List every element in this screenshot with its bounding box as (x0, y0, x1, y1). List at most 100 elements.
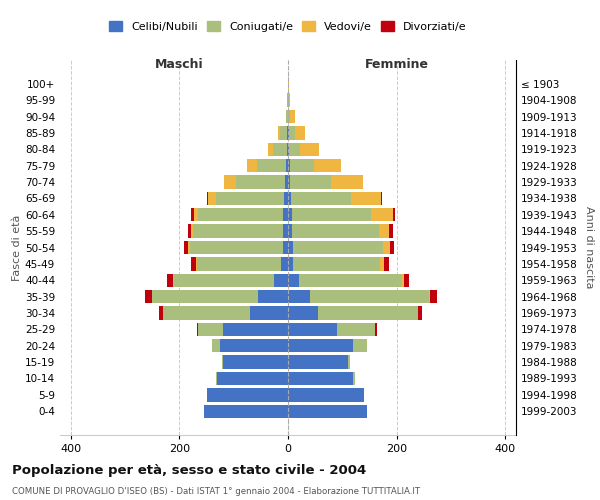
Bar (288, 388, 364, 402)
Bar (383, 241, 389, 254)
Bar (288, 126, 289, 140)
Y-axis label: Fasce di età: Fasce di età (12, 214, 22, 280)
Bar (286, 159, 288, 172)
Legend: Celibi/Nubili, Coniugati/e, Vedovi/e, Divorziati/e: Celibi/Nubili, Coniugati/e, Vedovi/e, Di… (105, 17, 471, 36)
Bar (288, 404, 367, 418)
Bar (199, 322, 223, 336)
Bar (247, 159, 257, 172)
Bar (430, 290, 437, 304)
Bar (288, 159, 290, 172)
Bar (288, 241, 293, 254)
Bar (337, 322, 375, 336)
Bar (289, 94, 290, 107)
Bar (379, 224, 389, 238)
Bar (418, 306, 422, 320)
Bar (208, 192, 216, 205)
Bar (196, 257, 197, 270)
Bar (191, 208, 194, 222)
Bar (250, 306, 288, 320)
Bar (380, 257, 383, 270)
Bar (353, 339, 367, 352)
Bar (283, 208, 288, 222)
Bar (351, 192, 381, 205)
Bar (429, 290, 430, 304)
Bar (389, 241, 394, 254)
Bar (274, 274, 288, 287)
Bar (381, 192, 382, 205)
Bar (191, 224, 193, 238)
Bar (288, 208, 292, 222)
Bar (194, 208, 199, 222)
Bar (288, 257, 293, 270)
Bar (331, 176, 364, 188)
Bar (283, 241, 288, 254)
Bar (257, 159, 286, 172)
Bar (371, 208, 393, 222)
Bar (314, 159, 341, 172)
Bar (289, 126, 295, 140)
Bar (173, 274, 174, 287)
Bar (216, 192, 284, 205)
Bar (197, 257, 281, 270)
Bar (287, 126, 288, 140)
Bar (292, 224, 379, 238)
Y-axis label: Anni di nascita: Anni di nascita (584, 206, 594, 289)
Bar (288, 306, 318, 320)
Text: Femmine: Femmine (365, 58, 428, 70)
Bar (290, 110, 295, 123)
Bar (167, 274, 173, 287)
Bar (292, 208, 371, 222)
Text: Maschi: Maschi (155, 58, 204, 70)
Text: COMUNE DI PROVAGLIO D'ISEO (BS) - Dati ISTAT 1° gennaio 2004 - Elaborazione TUTT: COMUNE DI PROVAGLIO D'ISEO (BS) - Dati I… (12, 488, 420, 496)
Bar (288, 176, 290, 188)
Bar (197, 322, 199, 336)
Bar (285, 176, 288, 188)
Bar (145, 290, 152, 304)
Bar (289, 142, 300, 156)
Bar (288, 290, 310, 304)
Bar (274, 142, 287, 156)
Bar (283, 224, 288, 238)
Bar (287, 142, 288, 156)
Bar (184, 241, 188, 254)
Bar (290, 176, 331, 188)
Bar (206, 192, 208, 205)
Bar (281, 257, 288, 270)
Bar (220, 339, 288, 352)
Bar (258, 290, 288, 304)
Bar (348, 356, 350, 369)
Bar (217, 372, 288, 385)
Bar (300, 142, 319, 156)
Bar (293, 241, 383, 254)
Bar (288, 372, 353, 385)
Bar (353, 372, 355, 385)
Bar (288, 110, 290, 123)
Bar (293, 257, 380, 270)
Bar (310, 290, 429, 304)
Bar (206, 388, 288, 402)
Bar (375, 322, 377, 336)
Bar (288, 322, 337, 336)
Bar (236, 176, 285, 188)
Text: Popolazione per età, sesso e stato civile - 2004: Popolazione per età, sesso e stato civil… (12, 464, 366, 477)
Bar (286, 110, 288, 123)
Bar (159, 306, 163, 320)
Bar (163, 306, 250, 320)
Bar (188, 224, 191, 238)
Bar (199, 208, 283, 222)
Bar (190, 241, 283, 254)
Bar (288, 142, 289, 156)
Bar (223, 322, 288, 336)
Bar (295, 126, 305, 140)
Bar (224, 176, 236, 188)
Bar (288, 274, 299, 287)
Bar (402, 274, 404, 287)
Bar (191, 257, 196, 270)
Bar (383, 257, 389, 270)
Bar (299, 274, 402, 287)
Bar (188, 241, 190, 254)
Bar (222, 356, 223, 369)
Bar (291, 192, 351, 205)
Bar (280, 126, 287, 140)
Bar (288, 339, 353, 352)
